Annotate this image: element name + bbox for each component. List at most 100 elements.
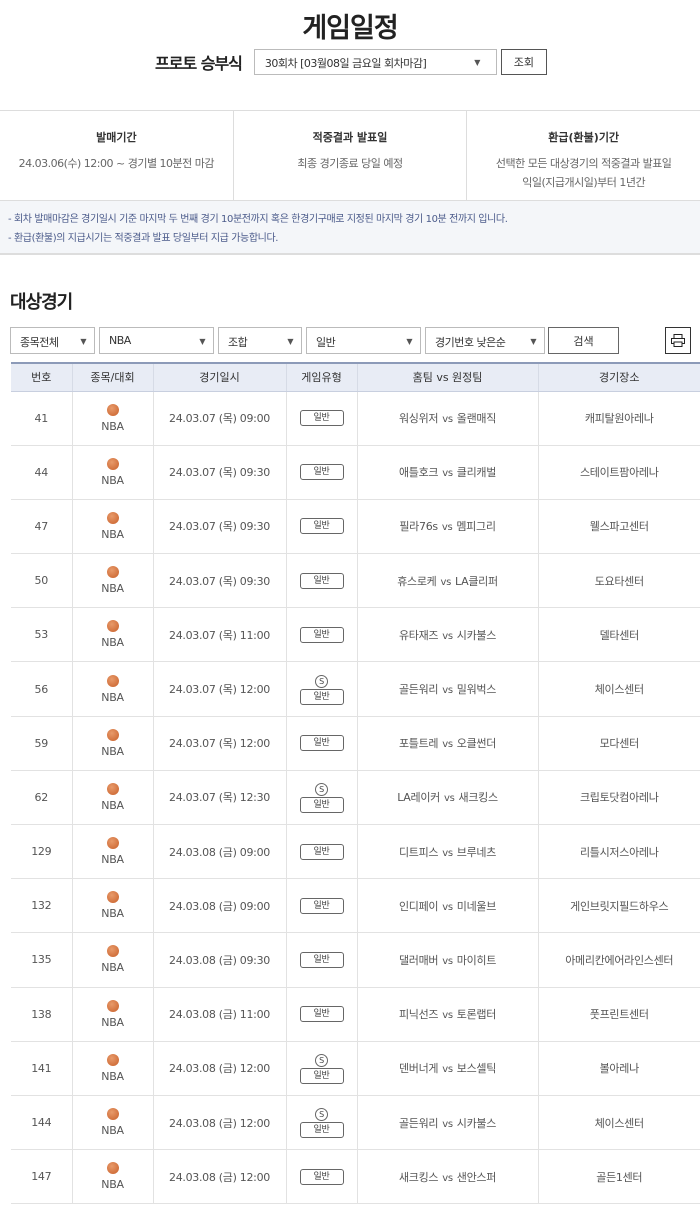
table-row[interactable]: 141 NBA 24.03.08 (금) 12:00 S 일반 덴버너게 vs 보스셀틱 볼아레… <box>11 1041 700 1096</box>
league-name: NBA <box>101 853 124 867</box>
table-row[interactable]: 144 NBA 24.03.08 (금) 12:00 S 일반 골든워리 vs 시카불스 체이스… <box>11 1095 700 1151</box>
game-number: 47 <box>11 499 72 555</box>
away-team: 미네울브 <box>456 899 497 913</box>
game-datetime: 24.03.07 (목) 11:00 <box>152 607 286 663</box>
game-number: 144 <box>11 1095 72 1151</box>
header-game-type: 게임유형 <box>285 362 357 392</box>
table-row[interactable]: 44 NBA 24.03.07 (목) 09:30 일반 애틀호크 vs 클리캐벌 스테이트팜… <box>11 445 700 500</box>
away-team: 보스셀틱 <box>456 1062 497 1076</box>
game-number: 132 <box>11 878 72 934</box>
table-row[interactable]: 41 NBA 24.03.07 (목) 09:00 일반 워싱위저 vs 올랜매직 캐피탈원아… <box>11 391 700 446</box>
league-cell: NBA <box>71 716 153 771</box>
sort-select[interactable]: 경기번호 낮은순 ▼ <box>425 327 545 354</box>
sale-period-heading: 발매기간 <box>96 131 137 144</box>
basketball-icon <box>106 511 119 524</box>
league-name: NBA <box>101 1124 124 1138</box>
search-button[interactable]: 검색 <box>548 327 619 354</box>
game-type-badge: 일반 <box>299 518 344 535</box>
game-datetime: 24.03.08 (금) 11:00 <box>152 987 286 1042</box>
filter-bar: 종목전체 ▼ NBA ▼ 조합 ▼ 일반 ▼ 경기번호 낮은순 ▼ 검색 <box>10 327 692 354</box>
game-type-badge: 일반 <box>299 1067 344 1084</box>
teams-cell: 골든워리 vs 밀워벅스 <box>356 661 538 717</box>
league-cell: NBA <box>71 553 153 609</box>
league-cell: NBA <box>71 878 153 934</box>
game-datetime: 24.03.08 (금) 12:00 <box>152 1095 286 1151</box>
basketball-icon <box>106 403 119 416</box>
vs-label: vs <box>441 522 453 534</box>
away-team: 시카불스 <box>456 1116 497 1130</box>
refund-period: 환급(환불)기간 선택한 모든 대상경기의 적중결과 발표일 익일(지급개시일)… <box>467 111 700 200</box>
game-type-badge: 일반 <box>299 688 344 705</box>
game-type-cell: S 일반 <box>285 1041 357 1096</box>
combo-select[interactable]: 조합 ▼ <box>218 327 302 354</box>
printer-icon[interactable] <box>665 327 691 354</box>
vs-label: vs <box>442 901 453 913</box>
league-cell: NBA <box>71 499 153 555</box>
teams-cell: 인디페이 vs 미네울브 <box>356 878 538 934</box>
teams-cell: 새크킹스 vs 샌안스퍼 <box>356 1149 538 1205</box>
table-row[interactable]: 129 NBA 24.03.08 (금) 09:00 일반 디트피스 vs 브루네츠 리틀시저… <box>11 824 700 880</box>
round-select[interactable]: 30회차 [03월08일 금요일 회차마감] ▼ <box>253 49 497 75</box>
game-type-cell: 일반 <box>285 716 357 771</box>
header-number: 번호 <box>11 362 72 392</box>
game-type-badge: 일반 <box>299 735 344 752</box>
venue: 볼아레나 <box>537 1041 700 1096</box>
table-row[interactable]: 138 NBA 24.03.08 (금) 11:00 일반 피닉선즈 vs 토론랩터 풋프린트… <box>11 987 700 1042</box>
vs-label: vs <box>442 1010 453 1022</box>
basketball-icon <box>106 782 119 795</box>
special-badge: S <box>315 1108 328 1122</box>
away-team: 오클썬더 <box>456 737 497 751</box>
venue: 웰스파고센터 <box>537 499 700 555</box>
home-team: 유타재즈 <box>398 628 439 642</box>
home-team: 피닉선즈 <box>398 1008 439 1022</box>
league-cell: NBA <box>71 824 153 880</box>
league-cell: NBA <box>71 770 153 826</box>
table-row[interactable]: 147 NBA 24.03.08 (금) 12:00 일반 새크킹스 vs 샌안스퍼 골든1센… <box>11 1149 700 1205</box>
notice-line: - 회차 발매마감은 경기일시 기준 마지막 두 번째 경기 10분전까지 혹은… <box>8 214 508 225</box>
round-select-value: 30회차 [03월08일 금요일 회차마감] <box>264 57 427 70</box>
vs-label: vs <box>442 468 453 480</box>
vs-label: vs <box>442 955 453 967</box>
table-row[interactable]: 135 NBA 24.03.08 (금) 09:30 일반 댈러매버 vs 마이히트 아메리칸… <box>11 932 700 988</box>
venue: 게인브릿지필드하우스 <box>537 878 700 934</box>
away-team: 밀워벅스 <box>456 683 497 697</box>
home-team: 디트피스 <box>398 845 439 859</box>
table-row[interactable]: 50 NBA 24.03.07 (목) 09:30 일반 휴스로케 vs LA클리퍼 도요타센… <box>11 553 700 609</box>
venue: 스테이트팜아레나 <box>537 445 700 500</box>
table-header-row: 번호 종목/대회 경기일시 게임유형 홈팀 vs 원정팀 경기장소 <box>11 362 700 392</box>
game-number: 59 <box>11 716 72 771</box>
game-type-badge: 일반 <box>299 897 344 914</box>
game-number: 56 <box>11 661 72 717</box>
game-type-cell: 일반 <box>285 445 357 500</box>
combo-select-value: 조합 <box>228 336 248 349</box>
league-name: NBA <box>101 1015 124 1029</box>
query-button[interactable]: 조회 <box>500 49 547 75</box>
table-row[interactable]: 132 NBA 24.03.08 (금) 09:00 일반 인디페이 vs 미네울브 게인브릿… <box>11 878 700 934</box>
venue: 체이스센터 <box>537 661 700 717</box>
venue: 캐피탈원아레나 <box>537 391 700 446</box>
league-name: NBA <box>101 907 124 921</box>
game-number: 62 <box>11 770 72 826</box>
away-team: 샌안스퍼 <box>456 1170 497 1184</box>
game-type-cell: 일반 <box>285 391 357 446</box>
league-cell: NBA <box>71 391 153 446</box>
page-title: 게임일정 <box>302 13 398 44</box>
game-type-cell: 일반 <box>285 932 357 988</box>
sport-select[interactable]: 종목전체 ▼ <box>10 327 95 354</box>
table-row[interactable]: 47 NBA 24.03.07 (목) 09:30 일반 필라76s vs 멤피그리 웰스파고… <box>11 499 700 555</box>
game-datetime: 24.03.07 (목) 09:30 <box>152 445 286 500</box>
table-row[interactable]: 56 NBA 24.03.07 (목) 12:00 S 일반 골든워리 vs 밀워벅스 체이스센… <box>11 661 700 717</box>
table-row[interactable]: 53 NBA 24.03.07 (목) 11:00 일반 유타재즈 vs 시카불스 델타센터 <box>11 607 700 663</box>
refund-period-heading: 환급(환불)기간 <box>548 131 620 144</box>
game-type-label: 프로토 승부식 <box>155 54 243 73</box>
away-team: LA클리퍼 <box>455 574 498 588</box>
teams-cell: 워싱위저 vs 올랜매직 <box>356 391 538 446</box>
teams-cell: 유타재즈 vs 시카불스 <box>356 607 538 663</box>
game-type-badge: 일반 <box>299 410 344 427</box>
game-type-badge: 일반 <box>299 1122 344 1139</box>
game-datetime: 24.03.07 (목) 09:00 <box>152 391 286 446</box>
league-select[interactable]: NBA ▼ <box>99 327 214 354</box>
game-type-select[interactable]: 일반 ▼ <box>306 327 421 354</box>
table-row[interactable]: 62 NBA 24.03.07 (목) 12:30 S 일반 LA레이커 vs 새크킹스 크립토… <box>11 770 700 826</box>
table-row[interactable]: 59 NBA 24.03.07 (목) 12:00 일반 포틀트레 vs 오클썬더 모다센터 <box>11 716 700 771</box>
